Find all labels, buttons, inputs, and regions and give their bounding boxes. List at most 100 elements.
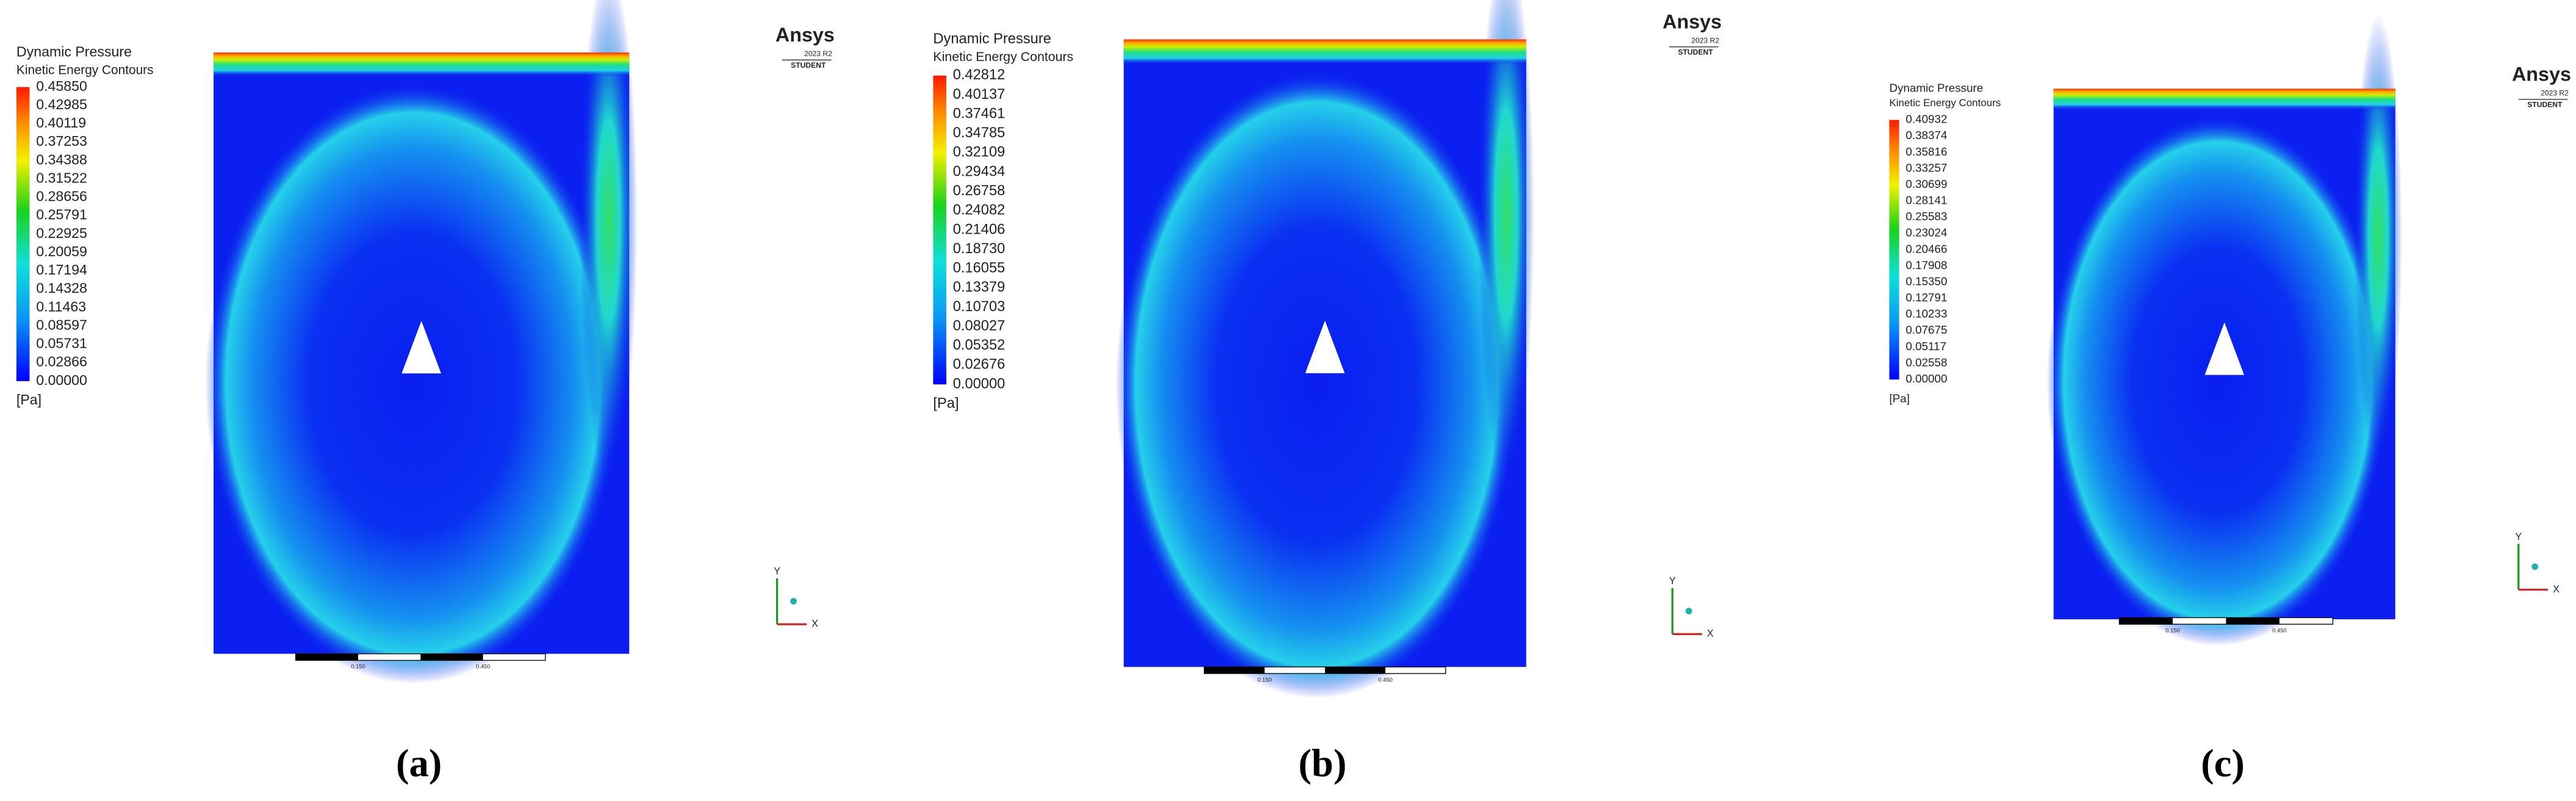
caption: (a)	[396, 741, 442, 785]
color-bar	[1889, 120, 1899, 380]
legend-value: 0.28656	[36, 189, 87, 204]
wall-jet	[579, 0, 638, 473]
legend-value: 0.14328	[36, 280, 87, 296]
legend-value: 0.34785	[953, 125, 1006, 141]
legend-value: 0.40137	[953, 87, 1006, 102]
legend-value: 0.38374	[1905, 129, 1947, 142]
probe-marker	[1305, 320, 1345, 373]
scale-segment	[2119, 617, 2173, 625]
legend-subtitle: Kinetic Energy Contours	[1889, 97, 2001, 109]
legend-value: 0.10703	[953, 299, 1006, 315]
legend-value: 0.12791	[1905, 291, 1947, 304]
wall-jet	[1478, 0, 1534, 479]
legend-value: 0.02866	[36, 354, 87, 370]
vortex-ring	[205, 82, 621, 684]
legend-value: 0.02676	[953, 357, 1006, 373]
legend-value: 0.29434	[953, 163, 1006, 179]
wall-jet	[2354, 14, 2403, 461]
y-axis-label: Y	[1669, 575, 1676, 586]
scale-label: 0.150	[2165, 627, 2180, 633]
legend-value: 0.21406	[953, 221, 1006, 237]
legend-value: 0.25791	[36, 207, 87, 223]
color-bar	[16, 87, 30, 381]
z-axis-dot	[790, 598, 797, 605]
legend-subtitle: Kinetic Energy Contours	[933, 49, 1073, 64]
color-bar	[933, 75, 946, 385]
panel: Dynamic Pressure Kinetic Energy Contours 0…	[933, 0, 1722, 785]
scale-label: 0.150	[1257, 676, 1272, 683]
lid-layer	[1123, 39, 1527, 65]
legend-value: 0.25583	[1905, 210, 1947, 223]
scale-label: 0.450	[2272, 627, 2287, 633]
scale-segment	[1325, 667, 1386, 674]
legend-value: 0.11463	[36, 298, 86, 314]
legend-value: 0.45850	[36, 78, 87, 94]
legend-value: 0.28141	[1905, 194, 1947, 207]
legend-title: Dynamic Pressure	[933, 31, 1051, 47]
legend-value: 0.08597	[36, 317, 87, 332]
z-axis-dot	[1685, 608, 1693, 615]
y-axis-label: Y	[774, 566, 780, 577]
legend-value: 0.05117	[1905, 340, 1946, 353]
y-axis-label: Y	[2515, 531, 2522, 542]
legend-subtitle: Kinetic Energy Contours	[16, 63, 154, 77]
scale-segment	[420, 653, 483, 661]
legend-value: 0.08027	[953, 318, 1006, 334]
legend-value: 0.20466	[1905, 242, 1947, 255]
logo-edition: STUDENT	[1678, 48, 1713, 56]
legend-value: 0.16055	[953, 260, 1006, 276]
legend-value: 0.00000	[1905, 372, 1947, 385]
logo-brand: Ansys	[2512, 63, 2571, 85]
z-axis-dot	[2531, 563, 2539, 570]
vortex-ring	[2046, 115, 2389, 646]
legend-value: 0.17194	[36, 262, 87, 278]
probe-marker	[2204, 322, 2245, 375]
logo-brand: Ansys	[775, 24, 835, 46]
legend-value: 0.31522	[36, 170, 87, 185]
legend-value: 0.40119	[36, 115, 86, 131]
x-axis-label: X	[1707, 628, 1714, 639]
caption: (b)	[1298, 741, 1347, 785]
scale-segment	[1204, 667, 1265, 674]
legend-value: 0.07675	[1905, 323, 1947, 336]
legend-value: 0.33257	[1905, 161, 1947, 174]
legend-value: 0.42812	[953, 67, 1006, 83]
legend-value: 0.22925	[36, 225, 87, 241]
x-axis-label: X	[2553, 584, 2560, 595]
legend-unit: [Pa]	[1889, 392, 1910, 404]
legend-value: 0.24082	[953, 203, 1006, 218]
legend-value: 0.17908	[1905, 259, 1947, 271]
legend-title: Dynamic Pressure	[1889, 81, 1983, 94]
logo-edition: STUDENT	[791, 61, 826, 70]
probe-marker	[401, 321, 441, 374]
logo-edition: STUDENT	[2527, 101, 2563, 109]
lid-layer	[2053, 88, 2395, 110]
logo-version: 2023 R2	[804, 49, 832, 58]
legend-value: 0.37461	[953, 106, 1006, 121]
lid-layer	[214, 52, 630, 77]
legend-value: 0.20059	[36, 243, 87, 259]
legend-value: 0.35816	[1905, 145, 1947, 158]
scale-segment	[2226, 617, 2279, 625]
vortex-ring	[1115, 71, 1519, 699]
legend-unit: [Pa]	[16, 392, 41, 408]
x-axis-label: X	[811, 618, 818, 629]
legend-value: 0.18730	[953, 241, 1006, 257]
legend-value: 0.15350	[1905, 275, 1947, 287]
legend-value: 0.13379	[953, 279, 1006, 295]
logo-brand: Ansys	[1663, 10, 1722, 32]
logo-version: 2023 R2	[1691, 37, 1719, 45]
legend-title: Dynamic Pressure	[16, 43, 132, 59]
legend-value: 0.00000	[953, 376, 1006, 392]
scale-label: 0.450	[1378, 676, 1393, 683]
legend-value: 0.37253	[36, 133, 87, 149]
legend-value: 0.05352	[953, 337, 1006, 353]
legend-value: 0.26758	[953, 183, 1006, 199]
legend-value: 0.30699	[1905, 178, 1947, 190]
caption: (c)	[2201, 741, 2245, 785]
legend-value: 0.32109	[953, 145, 1006, 160]
scale-label: 0.150	[351, 663, 365, 670]
legend-value: 0.34388	[36, 151, 87, 167]
